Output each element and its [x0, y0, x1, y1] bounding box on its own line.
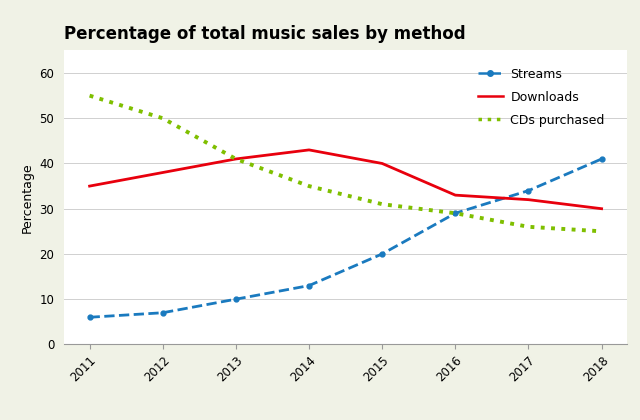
Legend: Streams, Downloads, CDs purchased: Streams, Downloads, CDs purchased [473, 63, 610, 131]
Text: Percentage of total music sales by method: Percentage of total music sales by metho… [64, 25, 466, 43]
Y-axis label: Percentage: Percentage [21, 162, 34, 233]
